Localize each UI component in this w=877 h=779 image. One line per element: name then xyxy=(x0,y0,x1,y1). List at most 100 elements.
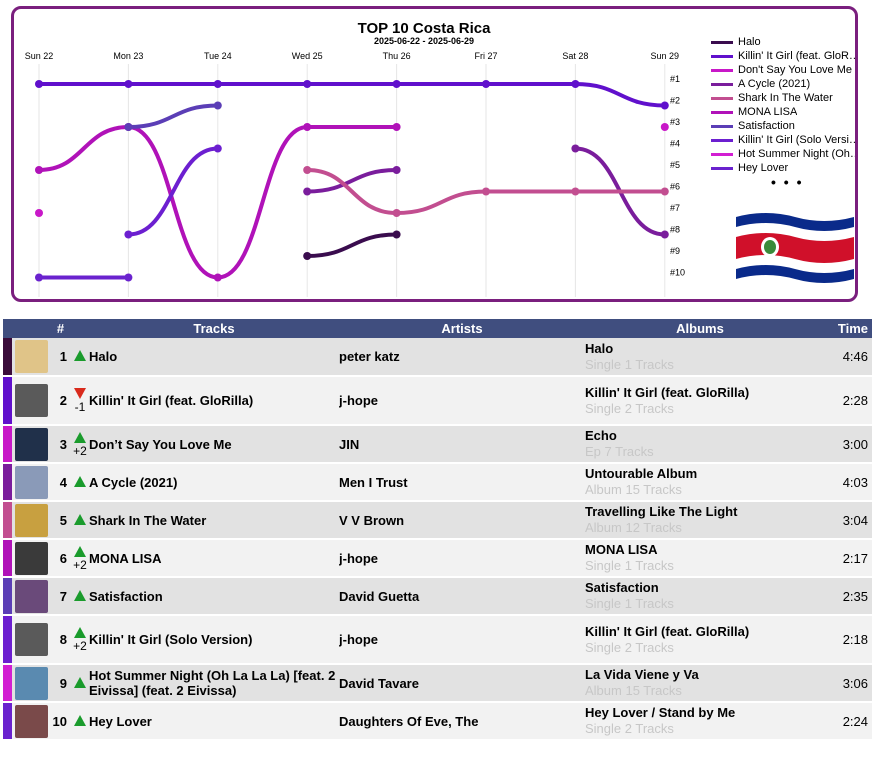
artist-name[interactable]: V V Brown xyxy=(339,501,585,540)
table-row[interactable]: 2 -1 Killin' It Girl (feat. GloRilla) j-hop… xyxy=(3,376,872,426)
costa-rica-flag-icon xyxy=(736,213,854,283)
arrow-up-icon xyxy=(74,545,86,557)
album-cell: Satisfaction Single 1 Tracks xyxy=(585,577,815,616)
album-cell: Killin' It Girl (feat. GloRilla) Single 2… xyxy=(585,615,815,665)
header-albums[interactable]: Albums xyxy=(585,319,815,338)
table-row[interactable]: 7 Satisfaction David Guetta Satisfaction Sin… xyxy=(3,577,872,616)
album-name[interactable]: Hey Lover / Stand by Me xyxy=(585,705,736,720)
artist-name[interactable]: j-hope xyxy=(339,615,585,665)
data-point xyxy=(660,230,669,239)
chart-title: TOP 10 Costa Rica xyxy=(358,20,491,37)
table-row[interactable]: 5 Shark In The Water V V Brown Travelling L… xyxy=(3,501,872,540)
rank-label: #2 xyxy=(670,96,680,106)
album-type: Single 2 Tracks xyxy=(585,400,674,416)
album-cover xyxy=(14,623,48,656)
arrow-up-icon xyxy=(74,714,86,726)
legend-label: Killin' It Girl (feat. GloRilla) xyxy=(738,50,858,62)
album-name[interactable]: Echo xyxy=(585,428,617,443)
artist-name[interactable]: j-hope xyxy=(339,376,585,426)
rank-change xyxy=(71,463,89,502)
track-name[interactable]: Shark In The Water xyxy=(89,501,339,540)
header-tracks[interactable]: Tracks xyxy=(89,319,339,338)
rank-number: 1 xyxy=(50,338,71,377)
data-point xyxy=(35,80,43,88)
legend-swatch xyxy=(711,138,733,142)
header-artists[interactable]: Artists xyxy=(339,319,585,338)
track-duration: 3:04 xyxy=(815,501,872,540)
album-name[interactable]: Travelling Like The Light xyxy=(585,504,738,519)
track-duration: 2:17 xyxy=(815,539,872,578)
change-value: -1 xyxy=(74,400,86,414)
artist-name[interactable]: Men I Trust xyxy=(339,463,585,502)
track-duration: 2:18 xyxy=(815,615,872,665)
row-color-strip xyxy=(3,501,12,540)
rank-number: 4 xyxy=(50,463,71,502)
arrow-up-icon xyxy=(74,475,86,487)
table-row[interactable]: 6 +2 MONA LISA j-hope MONA LISA Single 1 Trac… xyxy=(3,539,872,578)
data-point xyxy=(571,144,580,153)
data-point xyxy=(35,209,43,217)
data-point xyxy=(392,209,401,217)
album-cell: Travelling Like The Light Album 12 Tracks xyxy=(585,501,815,540)
album-name[interactable]: Halo xyxy=(585,340,614,356)
data-point xyxy=(303,252,312,260)
track-duration: 4:03 xyxy=(815,463,872,502)
rank-change xyxy=(71,501,89,540)
track-name[interactable]: MONA LISA xyxy=(89,539,339,578)
legend-label: Killin' It Girl (Solo Version) xyxy=(738,134,858,146)
legend-swatch xyxy=(711,96,733,100)
data-point xyxy=(213,101,222,110)
artist-name[interactable]: David Guetta xyxy=(339,577,585,616)
header-time[interactable]: Time xyxy=(815,319,872,338)
track-duration: 3:00 xyxy=(815,425,872,464)
album-cell: Untourable Album Album 15 Tracks xyxy=(585,463,815,502)
rank-label: #6 xyxy=(670,182,680,192)
album-type: Single 1 Tracks xyxy=(585,558,674,573)
album-name[interactable]: Killin' It Girl (feat. GloRilla) xyxy=(585,384,750,400)
table-row[interactable]: 3 +2 Don’t Say You Love Me JIN Echo Ep 7 Trac… xyxy=(3,425,872,464)
header-rank[interactable]: # xyxy=(50,319,71,338)
album-cover xyxy=(14,579,48,613)
artist-name[interactable]: Daughters Of Eve, The xyxy=(339,702,585,741)
album-name[interactable]: Satisfaction xyxy=(585,580,659,595)
arrow-up-icon xyxy=(74,676,86,688)
table-row[interactable]: 1 Halo peter katz Halo Single 1 Tracks 4:46 xyxy=(3,338,872,377)
data-point xyxy=(35,273,43,282)
data-point xyxy=(482,80,490,88)
x-tick-label: Wed 25 xyxy=(292,51,323,61)
chart-legend: Halo Killin' It Girl (feat. GloRilla) Don'… xyxy=(711,35,858,175)
album-name[interactable]: Killin' It Girl (feat. GloRilla) xyxy=(585,623,750,639)
table-row[interactable]: 8 +2 Killin' It Girl (Solo Version) j-hope K… xyxy=(3,615,872,665)
rank-change: +2 xyxy=(71,539,89,578)
row-color-strip xyxy=(3,615,12,665)
album-cell: MONA LISA Single 1 Tracks xyxy=(585,539,815,578)
cover-cell xyxy=(12,539,50,578)
album-name[interactable]: MONA LISA xyxy=(585,542,658,557)
artist-name[interactable]: j-hope xyxy=(339,539,585,578)
album-name[interactable]: Untourable Album xyxy=(585,466,698,481)
track-name[interactable]: Hey Lover xyxy=(89,702,339,741)
track-name[interactable]: Halo xyxy=(89,338,339,377)
data-point xyxy=(303,80,312,88)
album-cover xyxy=(14,503,48,537)
artist-name[interactable]: peter katz xyxy=(339,338,585,377)
legend-swatch xyxy=(711,68,733,72)
album-cell: Halo Single 1 Tracks xyxy=(585,338,815,377)
track-name[interactable]: A Cycle (2021) xyxy=(89,463,339,502)
artist-name[interactable]: David Tavare xyxy=(339,664,585,703)
arrow-up-icon xyxy=(74,627,86,638)
track-name[interactable]: Killin' It Girl (feat. GloRilla) xyxy=(89,376,339,426)
table-row[interactable]: 10 Hey Lover Daughters Of Eve, The Hey Love… xyxy=(3,702,872,741)
album-name[interactable]: La Vida Viene y Va xyxy=(585,667,699,682)
data-point xyxy=(392,80,401,88)
track-name[interactable]: Killin' It Girl (Solo Version) xyxy=(89,615,339,665)
table-row[interactable]: 4 A Cycle (2021) Men I Trust Untourable Alb… xyxy=(3,463,872,502)
album-type: Album 15 Tracks xyxy=(585,482,682,497)
table-row[interactable]: 9 Hot Summer Night (Oh La La La) [feat. 2… xyxy=(3,664,872,703)
track-name[interactable]: Hot Summer Night (Oh La La La) [feat. 2 … xyxy=(89,664,339,703)
artist-name[interactable]: JIN xyxy=(339,425,585,464)
track-name[interactable]: Don’t Say You Love Me xyxy=(89,425,339,464)
rank-label: #4 xyxy=(670,139,680,149)
x-tick-label: Thu 26 xyxy=(383,51,411,61)
track-name[interactable]: Satisfaction xyxy=(89,577,339,616)
